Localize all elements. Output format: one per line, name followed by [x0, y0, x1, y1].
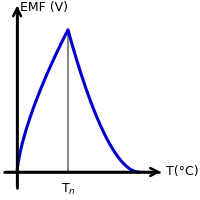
Text: EMF (V): EMF (V) [20, 1, 68, 14]
Text: T(°C): T(°C) [166, 165, 199, 178]
Text: T$_n$: T$_n$ [61, 182, 75, 197]
